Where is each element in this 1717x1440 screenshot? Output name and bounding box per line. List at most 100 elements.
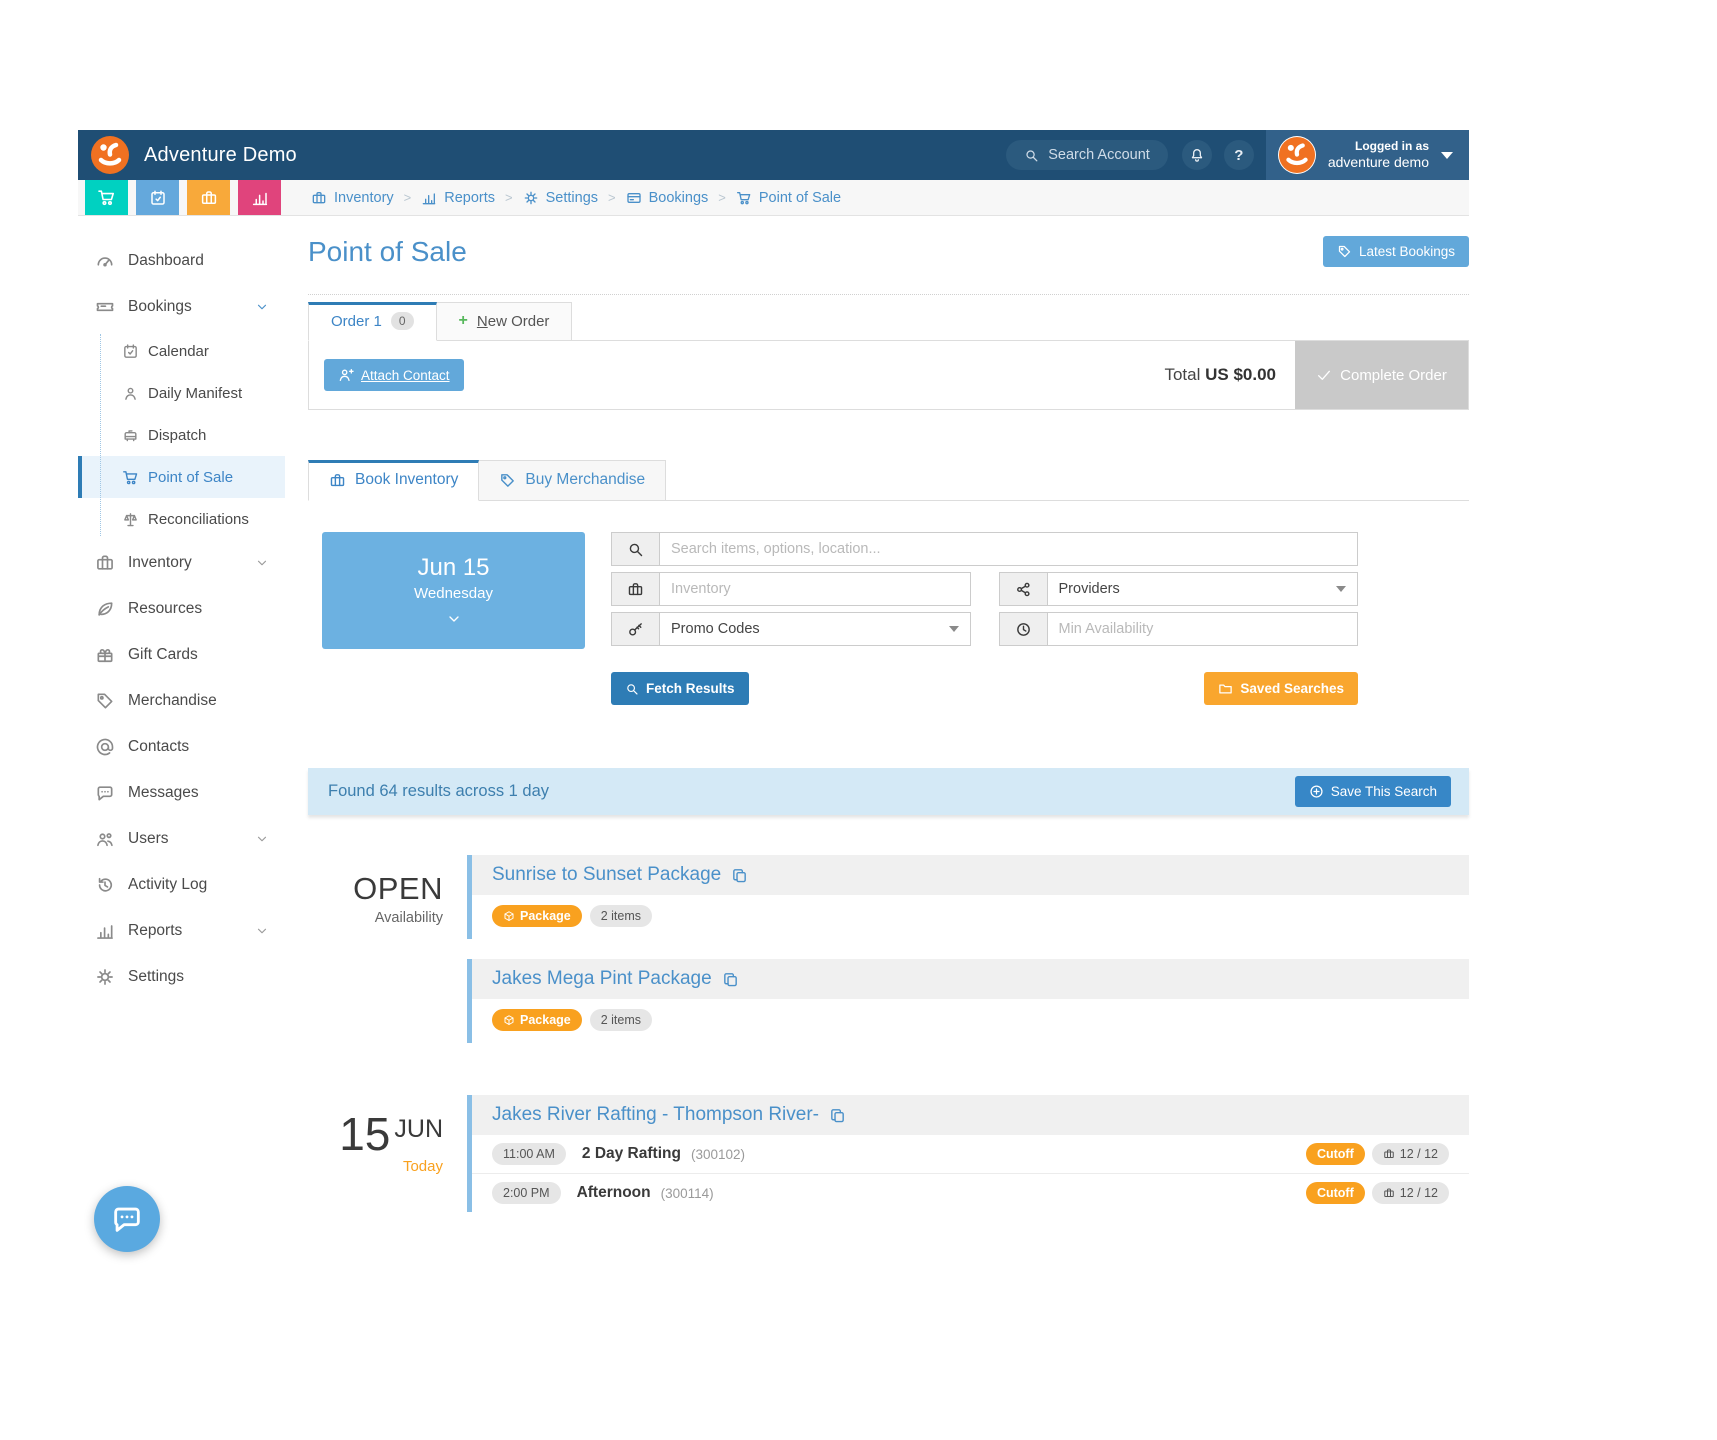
plus-circle-icon — [1309, 784, 1324, 799]
chart-icon — [421, 190, 437, 206]
breadcrumb-reports[interactable]: Reports — [421, 190, 495, 206]
sidebar-item-label: Messages — [128, 784, 199, 801]
result-card-body: Package 2 items — [472, 895, 1469, 939]
sidebar-item-resources[interactable]: Resources — [78, 586, 285, 632]
date-picker[interactable]: Jun 15 Wednesday — [322, 532, 585, 649]
tab-new-order[interactable]: + New Order — [436, 302, 573, 341]
at-icon — [95, 737, 115, 757]
sidebar-item-merchandise[interactable]: Merchandise — [78, 678, 285, 724]
notifications-button[interactable] — [1181, 140, 1212, 170]
sidebar-item-activity-log[interactable]: Activity Log — [78, 862, 285, 908]
order-total: Total US $0.00 — [1164, 365, 1276, 385]
session-code: (300102) — [690, 1146, 745, 1162]
providers-select[interactable]: Providers — [1058, 581, 1120, 597]
quicklink-reports[interactable] — [238, 180, 281, 215]
sidebar-item-dispatch[interactable]: Dispatch — [78, 414, 285, 456]
sidebar-item-label: Daily Manifest — [148, 384, 243, 402]
sidebar-item-daily-manifest[interactable]: Daily Manifest — [78, 372, 285, 414]
result-title-link[interactable]: Sunrise to Sunset Package — [492, 864, 722, 885]
save-this-search-button[interactable]: Save This Search — [1294, 776, 1451, 807]
account-name: adventure demo — [1327, 153, 1429, 170]
sidebar-item-reports[interactable]: Reports — [78, 908, 285, 954]
chat-widget-button[interactable] — [94, 1186, 160, 1252]
result-card-header: Sunrise to Sunset Package — [472, 855, 1469, 895]
chat-icon — [95, 783, 115, 803]
briefcase-icon — [1383, 1187, 1395, 1199]
sidebar-item-label: Activity Log — [128, 876, 208, 893]
account-menu[interactable]: Logged in as adventure demo — [1265, 130, 1469, 180]
attach-contact-label: Attach Contact — [361, 367, 450, 383]
sidebar-item-reconciliations[interactable]: Reconciliations — [78, 498, 285, 540]
saved-searches-button[interactable]: Saved Searches — [1204, 672, 1358, 705]
tab-buy-merchandise[interactable]: Buy Merchandise — [479, 460, 667, 501]
app-window: Adventure Demo Search Account ? Logged i… — [78, 130, 1469, 1264]
tab-label: Book Inventory — [355, 471, 459, 488]
breadcrumb-bookings[interactable]: Bookings — [626, 190, 708, 206]
ticket-icon — [1337, 244, 1352, 259]
tab-order-1[interactable]: Order 1 0 — [308, 302, 437, 341]
result-card-header: Jakes Mega Pint Package — [472, 959, 1469, 999]
inventory-input[interactable] — [660, 573, 970, 605]
search-icon — [1024, 148, 1039, 163]
quicklink-calendar[interactable] — [136, 180, 179, 215]
caret-down-icon — [948, 626, 959, 632]
fetch-results-button[interactable]: Fetch Results — [611, 672, 749, 705]
sidebar-item-label: Reconciliations — [148, 510, 249, 528]
ticket-icon — [95, 297, 115, 317]
breadcrumb-inventory[interactable]: Inventory — [311, 190, 394, 206]
breadcrumb-point-of-sale[interactable]: Point of Sale — [736, 190, 841, 206]
sidebar-item-settings[interactable]: Settings — [78, 954, 285, 1000]
calendar-icon — [149, 189, 167, 207]
tab-book-inventory[interactable]: Book Inventory — [308, 460, 480, 501]
caret-down-icon — [1441, 151, 1453, 159]
latest-bookings-button[interactable]: Latest Bookings — [1322, 236, 1469, 267]
promo-codes-select[interactable]: Promo Codes — [671, 621, 760, 637]
sidebar-item-messages[interactable]: Messages — [78, 770, 285, 816]
capacity-badge: 12 / 12 — [1371, 1182, 1449, 1204]
copy-icon[interactable] — [722, 971, 739, 988]
result-title-link[interactable]: Jakes Mega Pint Package — [492, 968, 712, 989]
sidebar-item-gift-cards[interactable]: Gift Cards — [78, 632, 285, 678]
key-icon — [612, 613, 660, 645]
result-card: Jakes River Rafting - Thompson River- 11… — [467, 1095, 1469, 1212]
sidebar: Dashboard Bookings Calendar Daily Manife… — [78, 216, 285, 1252]
chevron-down-icon — [446, 611, 462, 627]
sidebar-item-label: Users — [128, 830, 169, 847]
result-card-header: Jakes River Rafting - Thompson River- — [472, 1095, 1469, 1135]
sidebar-item-point-of-sale[interactable]: Point of Sale — [78, 456, 285, 498]
sidebar-item-contacts[interactable]: Contacts — [78, 724, 285, 770]
quick-access-bar: Inventory > Reports > Settings > Booking… — [78, 180, 1469, 216]
breadcrumb-settings[interactable]: Settings — [523, 190, 598, 206]
sidebar-item-bookings[interactable]: Bookings — [78, 284, 285, 330]
query-input[interactable] — [660, 533, 1357, 565]
sidebar-item-label: Settings — [128, 968, 185, 985]
sidebar-item-inventory[interactable]: Inventory — [78, 540, 285, 586]
copy-icon[interactable] — [829, 1107, 846, 1124]
sidebar-item-label: Inventory — [128, 554, 192, 571]
session-name-link[interactable]: Afternoon — [576, 1184, 651, 1201]
results-found-text: Found 64 results across 1 day — [328, 782, 550, 800]
saved-searches-label: Saved Searches — [1240, 681, 1344, 696]
help-button[interactable]: ? — [1223, 140, 1254, 170]
session-name-link[interactable]: 2 Day Rafting — [581, 1145, 681, 1162]
latest-bookings-label: Latest Bookings — [1358, 244, 1455, 259]
brand-title: Adventure Demo — [144, 143, 297, 166]
group-label-month: JUN — [394, 1115, 443, 1143]
sidebar-item-label: Point of Sale — [148, 468, 234, 486]
copy-icon[interactable] — [731, 867, 748, 884]
result-title-link[interactable]: Jakes River Rafting - Thompson River- — [492, 1104, 819, 1125]
order-tab-label: Order 1 — [331, 312, 382, 330]
complete-order-button[interactable]: Complete Order — [1295, 341, 1468, 409]
min-availability-field — [998, 612, 1358, 646]
quicklink-inventory[interactable] — [187, 180, 230, 215]
account-search-button[interactable]: Search Account — [1006, 140, 1168, 170]
sidebar-item-calendar[interactable]: Calendar — [78, 330, 285, 372]
sidebar-item-users[interactable]: Users — [78, 816, 285, 862]
session-row: 11:00 AM 2 Day Rafting (300102) Cutoff 1… — [472, 1135, 1469, 1173]
min-availability-input[interactable] — [1047, 613, 1357, 645]
quicklink-point-of-sale[interactable] — [85, 180, 128, 215]
package-badge: Package — [492, 1009, 582, 1031]
breadcrumb-label: Point of Sale — [758, 189, 842, 206]
sidebar-item-dashboard[interactable]: Dashboard — [78, 238, 285, 284]
attach-contact-button[interactable]: Attach Contact — [324, 359, 464, 391]
